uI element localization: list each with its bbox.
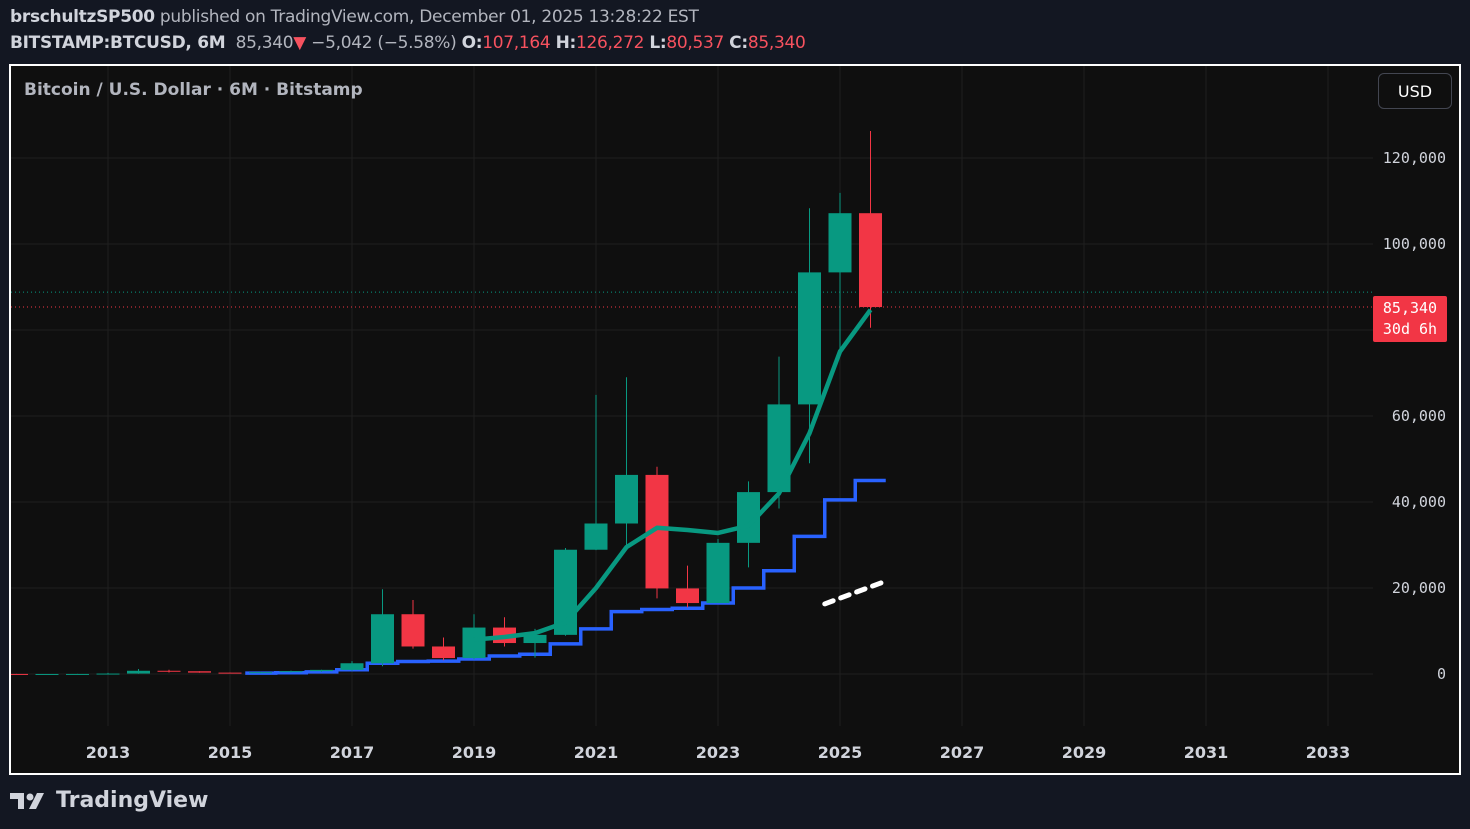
x-tick-label: 2023 <box>696 743 741 762</box>
high-label: H: <box>555 33 577 53</box>
publish-info: brschultzSP500 published on TradingView.… <box>10 7 699 27</box>
chart-canvas[interactable]: 020,00040,00060,000100,000120,0002011201… <box>11 66 1459 773</box>
candle-body <box>310 669 333 672</box>
candle <box>828 192 852 355</box>
close-label: C: <box>729 33 748 53</box>
candle-body <box>218 672 242 674</box>
high-value: 126,272 <box>576 33 645 53</box>
last-price: 85,340 <box>235 33 294 53</box>
y-tick-label: 40,000 <box>1392 493 1446 511</box>
candle-body <box>371 614 394 664</box>
candle-body <box>279 671 303 673</box>
x-tick-label: 2013 <box>86 743 131 762</box>
x-tick-label: 2021 <box>574 743 619 762</box>
candle <box>96 672 120 675</box>
candle <box>676 565 699 608</box>
tag-price: 85,340 <box>1382 299 1438 317</box>
close-value: 85,340 <box>747 33 806 53</box>
candle-body <box>11 673 28 675</box>
candle <box>279 670 303 673</box>
candle <box>127 669 150 674</box>
candle-body <box>462 627 486 659</box>
candle-body <box>676 588 699 604</box>
moving-average-line <box>473 308 873 642</box>
candle-body <box>35 673 59 675</box>
candle <box>371 589 394 667</box>
y-tick-label: 0 <box>1437 665 1446 683</box>
author: brschultzSP500 <box>10 7 155 27</box>
y-tick-label: 20,000 <box>1392 579 1446 597</box>
y-tick-label: 100,000 <box>1383 235 1446 253</box>
candle-body <box>798 272 821 405</box>
candle-body <box>737 492 760 543</box>
candle <box>66 673 89 675</box>
x-tick-label: 2029 <box>1062 743 1107 762</box>
x-tick-label: 2033 <box>1306 743 1351 762</box>
candle-body <box>249 672 272 674</box>
candle-body <box>859 213 882 308</box>
candle <box>35 673 59 675</box>
candle <box>462 614 486 660</box>
symbol-info: BITSTAMP:BTCUSD, 6M 85,340▼ −5,042 (−5.5… <box>10 33 806 53</box>
candle <box>706 538 730 604</box>
y-tick-label: 120,000 <box>1383 149 1446 167</box>
candle <box>401 600 425 649</box>
change: −5,042 (−5.58%) <box>311 33 457 53</box>
candle <box>493 617 516 647</box>
candle <box>340 661 364 671</box>
last-price-tag: 85,340 30d 6h <box>1373 296 1447 342</box>
candle <box>645 466 669 599</box>
candle-body <box>645 474 669 589</box>
open-value: 107,164 <box>482 33 551 53</box>
projection-dashed-line <box>822 578 889 607</box>
candle-body <box>127 670 150 674</box>
tag-countdown: 30d 6h <box>1382 320 1438 338</box>
candle-body <box>401 614 425 647</box>
candle-body <box>188 671 211 673</box>
symbol: BITSTAMP:BTCUSD, 6M <box>10 33 226 53</box>
candle-body <box>706 542 730 604</box>
candle <box>249 671 272 674</box>
candle-body <box>340 663 364 670</box>
candle-body <box>615 474 638 524</box>
candle-body <box>523 634 547 644</box>
candle <box>767 356 791 509</box>
candle-body <box>96 673 120 675</box>
x-tick-label: 2025 <box>818 743 863 762</box>
candle <box>432 637 455 661</box>
candle <box>310 669 333 672</box>
candle <box>11 673 28 675</box>
y-tick-label: 60,000 <box>1392 407 1446 425</box>
x-tick-label: 2017 <box>330 743 375 762</box>
candle <box>218 672 242 674</box>
candle-body <box>828 213 852 273</box>
x-tick-label: 2019 <box>452 743 497 762</box>
candle-body <box>584 523 608 550</box>
candle <box>859 131 882 328</box>
candle <box>615 377 638 549</box>
open-label: O: <box>461 33 483 53</box>
chart-title: Bitcoin / U.S. Dollar · 6M · Bitstamp <box>24 80 363 100</box>
candle <box>157 669 181 673</box>
down-arrow-icon: ▼ <box>293 33 307 53</box>
chart-frame[interactable]: 020,00040,00060,000100,000120,0002011201… <box>9 64 1461 775</box>
x-tick-label: 2015 <box>208 743 253 762</box>
x-tick-label: 2027 <box>940 743 985 762</box>
tradingview-logo[interactable]: TradingView <box>10 788 208 813</box>
candle-body <box>767 404 791 493</box>
candle <box>188 671 211 673</box>
x-tick-label: 2031 <box>1184 743 1229 762</box>
candle-body <box>66 673 89 675</box>
candle-body <box>432 646 455 659</box>
published-text: published on TradingView.com, December 0… <box>159 7 699 27</box>
logo-text: TradingView <box>56 788 209 813</box>
candle <box>798 208 821 464</box>
tradingview-logo-icon <box>10 792 44 809</box>
candle <box>584 394 608 551</box>
currency-button[interactable]: USD <box>1378 73 1452 109</box>
candle-body <box>157 670 181 672</box>
low-label: L: <box>649 33 667 53</box>
low-value: 80,537 <box>666 33 725 53</box>
